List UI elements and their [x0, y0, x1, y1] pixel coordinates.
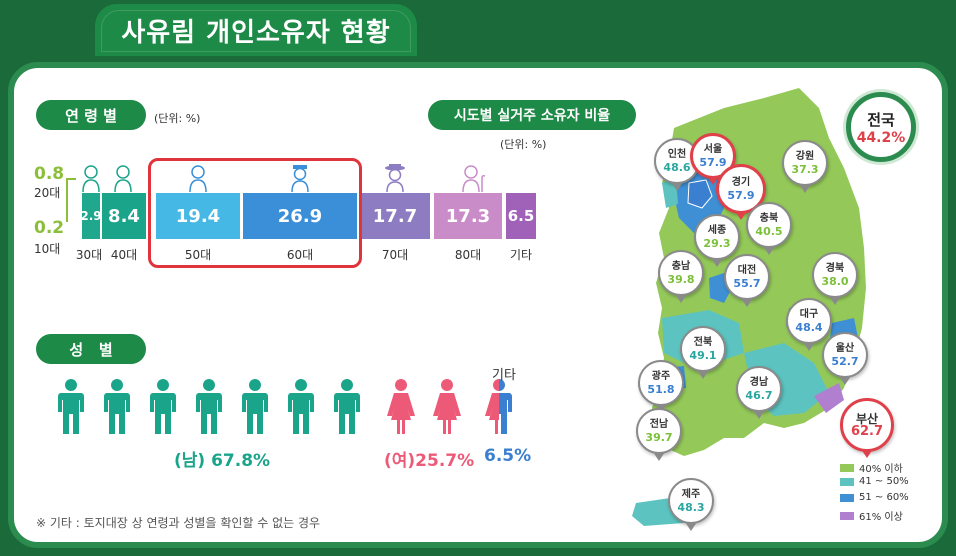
region-pin-jeonnam: 전남 39.7 — [636, 408, 682, 461]
age-bar-70: 17.7 — [360, 193, 430, 239]
age-label-80: 80대 — [454, 248, 482, 262]
infographic-card: 연 령 별 (단위: %) 0.8 20대 0.2 10대 2.9 8.4 19… — [8, 62, 948, 548]
region-pin-jeonbuk: 전북 49.1 — [680, 326, 726, 379]
person-icon-60 — [291, 165, 309, 192]
legend-swatch — [840, 463, 854, 472]
legend-item-2: 41 ~ 50% — [840, 476, 909, 487]
gender-other-title: 기타 — [492, 368, 516, 383]
male-percent: (남) 67.8% — [174, 451, 271, 471]
age-label-40: 40대 — [110, 248, 138, 262]
age-bar-50: 19.4 — [156, 193, 240, 239]
region-pin-chungbuk: 충북 40.5 — [746, 202, 792, 255]
age-unit: (단위: %) — [154, 112, 201, 125]
gender-people-row — [56, 378, 526, 438]
small-bottom-label: 10대 — [34, 242, 61, 256]
age-label-other: 기타 — [509, 248, 533, 262]
region-section-label: 시도별 실거주 소유자 비율 — [428, 100, 636, 130]
person-icon-70 — [385, 164, 405, 192]
highlight-box — [148, 158, 362, 268]
age-bar-other: 6.5 — [506, 193, 536, 239]
male-person-icon — [288, 379, 314, 434]
small-top-label: 20대 — [34, 186, 61, 200]
legend-item-1: 40% 이하 — [840, 460, 903, 475]
region-unit: (단위: %) — [500, 138, 547, 151]
small-top-value: 0.8 — [34, 164, 65, 184]
region-pin-gwangju: 광주 51.8 — [638, 360, 684, 413]
legend-swatch — [840, 511, 854, 520]
age-bar-80: 17.3 — [434, 193, 502, 239]
age-bar-60: 26.9 — [243, 193, 357, 239]
age-section-label: 연 령 별 — [36, 100, 146, 130]
age-label-70: 70대 — [381, 248, 409, 262]
region-pin-ulsan: 울산 52.7 — [822, 332, 868, 385]
person-icon-50 — [189, 165, 207, 192]
male-person-icon — [58, 379, 84, 434]
region-pin-gyeongbuk: 경북 38.0 — [812, 252, 858, 305]
legend-swatch — [840, 477, 854, 486]
legend-item-4: 61% 이상 — [840, 508, 903, 523]
female-person-icon — [387, 379, 415, 434]
male-person-icon — [334, 379, 360, 434]
person-icon-40 — [114, 165, 132, 192]
legend-item-3: 51 ~ 60% — [840, 492, 909, 503]
region-pin-busan: 부산 62.7 — [840, 398, 894, 458]
region-pin-chungnam: 충남 39.8 — [658, 250, 704, 303]
other-percent: 6.5% — [484, 446, 532, 466]
age-bar-30: 2.9 — [80, 193, 102, 239]
legend-swatch — [840, 493, 854, 502]
region-pin-gangwon: 강원 37.3 — [782, 140, 828, 193]
region-pin-gyeongnam: 경남 46.7 — [736, 366, 782, 419]
male-person-icon — [150, 379, 176, 434]
person-icon-80 — [462, 165, 486, 192]
gender-section-label: 성 별 — [36, 334, 146, 364]
national-badge: 전국 44.2% — [846, 92, 916, 162]
male-person-icon — [196, 379, 222, 434]
age-label-30: 30대 — [75, 248, 103, 262]
region-pin-sejong: 세종 29.3 — [694, 214, 740, 267]
region-pin-daejeon: 대전 55.7 — [724, 254, 770, 307]
age-label-60: 60대 — [286, 248, 314, 262]
korea-map: 인천 48.6 서울 57.9 경기 57.9 강원 37.3 충북 40.5 세종 29.… — [614, 78, 942, 542]
footnote: ※ 기타 : 토지대장 상 연령과 성별을 확인할 수 없는 경우 — [36, 516, 321, 530]
small-bottom-value: 0.2 — [34, 218, 65, 238]
age-bar-40: 8.4 — [102, 193, 146, 239]
male-person-icon — [104, 379, 130, 434]
small-value-bracket — [66, 178, 76, 222]
male-person-icon — [242, 379, 268, 434]
national-label: 전국 — [867, 110, 895, 129]
national-value: 44.2% — [856, 129, 906, 146]
other-person-icon — [485, 379, 512, 434]
female-person-icon — [433, 379, 461, 434]
page-title: 사유림 개인소유자 현황 — [95, 4, 417, 56]
person-icon-30 — [82, 165, 100, 192]
female-percent: (여)25.7% — [384, 451, 475, 471]
region-pin-daegu: 대구 48.4 — [786, 298, 832, 351]
age-label-50: 50대 — [184, 248, 212, 262]
region-pin-jeju: 제주 48.3 — [668, 478, 714, 531]
